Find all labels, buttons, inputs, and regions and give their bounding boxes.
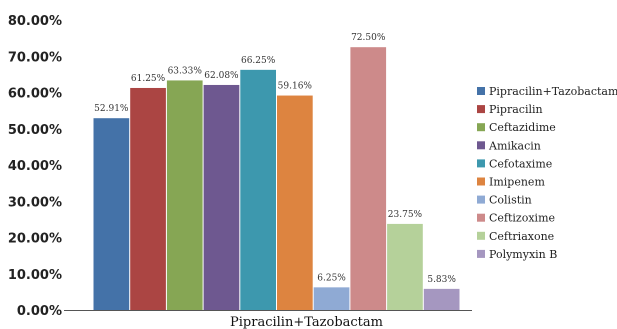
bar xyxy=(203,84,240,311)
data-label: 63.33% xyxy=(168,66,203,76)
bar xyxy=(350,47,387,310)
legend-swatch xyxy=(477,195,485,204)
legend-swatch xyxy=(477,141,485,150)
data-label: 66.25% xyxy=(241,56,276,66)
legend: Pipracilin+Tazobactam Pipracilin Ceftazidi… xyxy=(477,85,617,261)
bar xyxy=(130,87,166,310)
data-label: 61.25% xyxy=(131,74,166,84)
data-label: 72.50% xyxy=(351,33,386,43)
legend-label: Colistin xyxy=(489,194,532,207)
y-tick-label: 80.00% xyxy=(8,14,62,29)
y-tick-label: 70.00% xyxy=(8,50,62,65)
legend-swatch xyxy=(477,231,485,240)
legend-label: Polymyxin B xyxy=(489,248,557,261)
bar xyxy=(313,287,350,310)
bar-series xyxy=(93,47,460,311)
legend-item: Pipracilin+Tazobactam xyxy=(477,85,617,98)
legend-swatch xyxy=(477,87,485,95)
y-tick-label: 30.00% xyxy=(8,195,62,210)
bar xyxy=(166,80,203,311)
legend-swatch xyxy=(477,105,485,114)
y-tick-label: 10.00% xyxy=(8,268,62,283)
legend-label: Pipracilin+Tazobactam xyxy=(489,85,617,98)
data-label: 23.75% xyxy=(388,210,423,220)
data-label: 59.16% xyxy=(278,82,313,92)
bar xyxy=(387,223,423,310)
legend-label: Ceftizoxime xyxy=(489,212,555,225)
legend-label: Amikacin xyxy=(488,139,541,152)
y-tick-label: 50.00% xyxy=(8,123,62,138)
legend-item: Amikacin xyxy=(477,139,541,152)
data-label: 6.25% xyxy=(317,273,346,283)
legend-item: Pipracilin xyxy=(477,103,543,116)
bar xyxy=(240,69,276,310)
legend-label: Pipracilin xyxy=(489,103,543,116)
legend-swatch xyxy=(477,213,485,222)
y-tick-label: 20.00% xyxy=(8,232,62,247)
legend-item: Imipenem xyxy=(477,176,545,189)
bar xyxy=(423,288,460,310)
y-tick-label: 60.00% xyxy=(8,87,62,102)
y-axis-ticks: 0.00% 10.00% 20.00% 30.00% 40.00% 50.00% 60.00… xyxy=(8,14,62,319)
legend-swatch xyxy=(477,123,485,132)
legend-item: Ceftazidime xyxy=(477,121,556,134)
bar xyxy=(93,118,130,310)
legend-swatch xyxy=(477,159,485,168)
legend-label: Imipenem xyxy=(489,176,545,189)
legend-item: Colistin xyxy=(477,194,532,207)
legend-item: Cefotaxime xyxy=(477,157,552,170)
legend-item: Polymyxin B xyxy=(477,248,557,261)
data-label: 52.91% xyxy=(94,104,129,114)
data-label: 5.83% xyxy=(427,275,456,285)
legend-item: Ceftizoxime xyxy=(477,212,555,225)
data-labels: 52.91% 61.25%63.33% 62.08%66.25% 59.16% 6.25… xyxy=(94,33,456,285)
y-tick-label: 0.00% xyxy=(17,304,62,319)
legend-label: Ceftazidime xyxy=(489,121,556,134)
x-axis-label: Pipracilin+Tazobactam xyxy=(230,315,383,329)
legend-swatch xyxy=(477,249,485,258)
y-tick-label: 40.00% xyxy=(8,159,62,174)
legend-label: Cefotaxime xyxy=(489,157,552,170)
legend-swatch xyxy=(477,177,485,186)
legend-label: Ceftriaxone xyxy=(489,230,554,243)
legend-item: Ceftriaxone xyxy=(477,230,554,243)
bar xyxy=(277,95,313,310)
data-label: 62.08% xyxy=(204,71,239,81)
